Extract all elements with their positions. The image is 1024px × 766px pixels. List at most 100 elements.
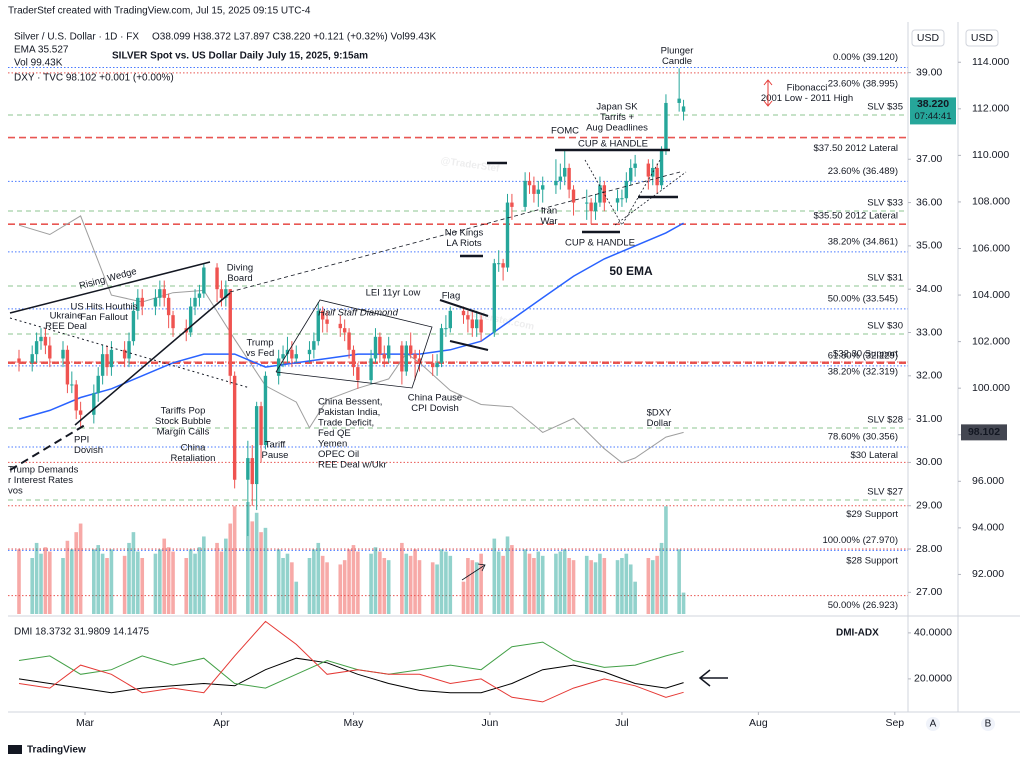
unit-box[interactable] bbox=[965, 29, 999, 47]
candle-body bbox=[677, 98, 681, 103]
candle-body bbox=[39, 336, 43, 342]
volume-bar bbox=[30, 558, 35, 614]
cup-outline bbox=[584, 159, 661, 226]
candle-body bbox=[664, 102, 668, 151]
candle-body bbox=[136, 297, 140, 311]
annotation: Flag bbox=[442, 291, 460, 302]
candle-body bbox=[48, 345, 52, 359]
level-label: 38.20% (34.861) bbox=[828, 236, 898, 247]
volume-bar bbox=[48, 551, 52, 614]
candle-body bbox=[105, 354, 109, 368]
volume-bar bbox=[417, 560, 422, 614]
y-tick-label: 28.00 bbox=[916, 543, 942, 555]
volume-bar bbox=[448, 555, 453, 614]
annotation: Fibonacci bbox=[787, 83, 828, 94]
volume-bar bbox=[404, 553, 409, 614]
y-tick-label: 36.00 bbox=[916, 196, 942, 208]
candle-body bbox=[294, 354, 298, 359]
y2-tick-label: 108.000 bbox=[972, 196, 1010, 208]
scale-button[interactable] bbox=[981, 717, 995, 731]
candle-body bbox=[567, 167, 571, 190]
scale-button[interactable] bbox=[926, 717, 940, 731]
y2-tick-label: 102.000 bbox=[972, 335, 1010, 347]
candle-body bbox=[417, 358, 422, 363]
candle-body bbox=[263, 375, 268, 446]
volume-bar bbox=[400, 542, 404, 614]
annotation: Fed QE bbox=[318, 428, 351, 439]
candle-body bbox=[620, 198, 624, 200]
candle-body bbox=[92, 393, 96, 415]
annotation: LEI 11yr Low bbox=[366, 288, 421, 299]
candle-body bbox=[629, 167, 633, 181]
level-label: $29 Support bbox=[846, 509, 898, 520]
candle-body bbox=[232, 375, 237, 480]
volume-bar bbox=[338, 564, 343, 614]
dmi-title: DMI-ADX bbox=[836, 628, 879, 639]
flag-line bbox=[439, 299, 489, 317]
candle-body bbox=[505, 202, 510, 268]
candle-body bbox=[246, 458, 250, 480]
annotation: FOMC bbox=[551, 126, 579, 137]
volume-bar bbox=[325, 562, 329, 614]
volume-bar bbox=[105, 558, 109, 614]
y-tick-label: 34.00 bbox=[916, 283, 942, 295]
level-label: $28 Support bbox=[846, 556, 898, 567]
volume-bar bbox=[677, 549, 681, 614]
candle-body bbox=[435, 362, 439, 368]
candle-body bbox=[378, 336, 382, 355]
trend-line bbox=[9, 317, 251, 389]
candle-body bbox=[408, 345, 413, 355]
level-label: 100.00% (27.970) bbox=[822, 535, 898, 546]
trend-line bbox=[229, 171, 681, 293]
candle-body bbox=[158, 289, 162, 298]
volume-bar bbox=[664, 506, 668, 614]
x-tick-label: Mar bbox=[76, 717, 95, 729]
countdown-label: 07:44:41 bbox=[915, 111, 952, 122]
volume-bar bbox=[602, 558, 607, 614]
annotation: Dollar bbox=[647, 418, 672, 429]
candle-body bbox=[290, 349, 294, 359]
candle-body bbox=[400, 345, 404, 372]
volume-bar bbox=[479, 553, 483, 614]
candle-body bbox=[386, 345, 391, 359]
candle-body bbox=[96, 375, 100, 394]
level-label: 23.60% (36.489) bbox=[828, 166, 898, 177]
y-tick-label: 31.00 bbox=[916, 413, 942, 425]
volume-bar bbox=[356, 551, 360, 614]
candle-body bbox=[356, 367, 360, 381]
level-label: 0.00% (39.120) bbox=[833, 52, 898, 63]
dmi-arrow-head bbox=[698, 669, 711, 687]
y2-tick-label: 96.000 bbox=[972, 475, 1004, 487]
candle-body bbox=[461, 310, 466, 316]
volume-bar bbox=[290, 562, 294, 614]
unit-box[interactable] bbox=[911, 29, 945, 47]
fib-arrow-head bbox=[763, 79, 773, 86]
volume-bar bbox=[444, 551, 448, 614]
annotation: Trump Demands bbox=[8, 465, 79, 476]
annotation: Plunger bbox=[661, 46, 694, 57]
volume-bar bbox=[232, 506, 237, 614]
x-tick-label: Apr bbox=[213, 717, 230, 729]
volume-bar bbox=[224, 538, 228, 614]
volume-bar bbox=[615, 560, 620, 614]
level-label: 23.60% (38.995) bbox=[828, 78, 898, 89]
candle-body bbox=[523, 180, 527, 207]
candle-body bbox=[202, 267, 206, 294]
level-label: $32.30 Support bbox=[833, 348, 898, 359]
y2-tick-label: 104.000 bbox=[972, 289, 1010, 301]
candle-body bbox=[492, 263, 497, 333]
volume-bar bbox=[681, 592, 686, 614]
logo-mark bbox=[8, 745, 22, 754]
annotation: Pakistan India, bbox=[318, 407, 380, 418]
level-label: $37.50 2012 Lateral bbox=[813, 143, 898, 154]
annotation: 2001 Low - 2011 High bbox=[761, 93, 853, 104]
candle-body bbox=[470, 319, 475, 329]
volume-bar bbox=[70, 549, 74, 614]
annotation: Iran bbox=[541, 206, 557, 217]
volume-bar bbox=[312, 549, 316, 614]
volume-bar bbox=[567, 558, 571, 614]
volume-bar bbox=[598, 553, 602, 614]
annotation: CUP & HANDLE bbox=[578, 139, 648, 150]
annotation: Japan SK bbox=[596, 102, 638, 113]
volume-bar bbox=[39, 553, 43, 614]
